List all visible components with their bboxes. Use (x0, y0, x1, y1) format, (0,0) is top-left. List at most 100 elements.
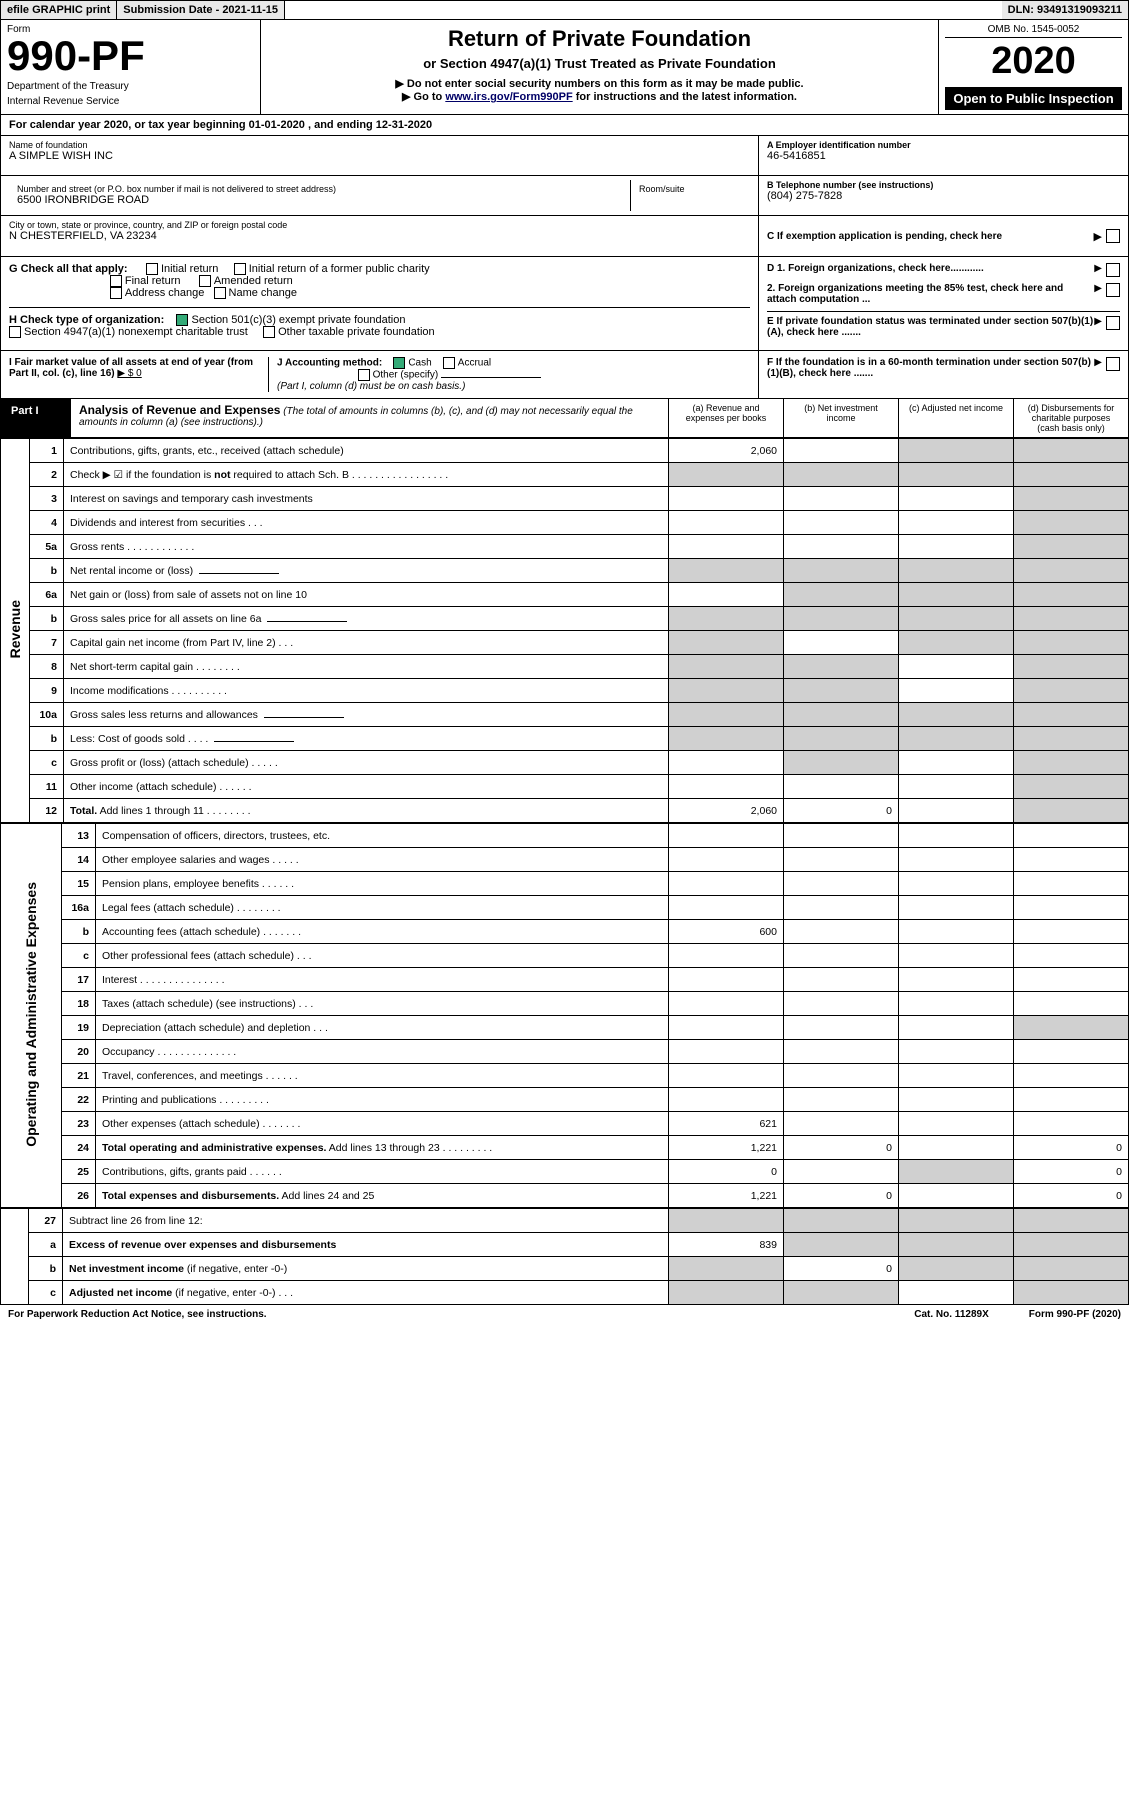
col-a-val (669, 535, 784, 559)
top-bar: efile GRAPHIC print Submission Date - 20… (0, 0, 1129, 20)
efile-label: efile GRAPHIC print (1, 1, 117, 19)
col-b-val (784, 1209, 899, 1233)
col-d-val (1014, 583, 1129, 607)
g-name-change[interactable] (214, 287, 226, 299)
g-address-change[interactable] (110, 287, 122, 299)
line-desc: Pension plans, employee benefits . . . .… (96, 872, 669, 896)
col-b-val: 0 (784, 1257, 899, 1281)
ij-section: I Fair market value of all assets at end… (0, 351, 1129, 399)
line-desc: Total. Add lines 1 through 11 . . . . . … (64, 799, 669, 823)
j-accrual[interactable] (443, 357, 455, 369)
line-desc: Net investment income (if negative, ente… (63, 1257, 669, 1281)
col-a-val (669, 872, 784, 896)
line-num: 8 (30, 655, 64, 679)
footer-left: For Paperwork Reduction Act Notice, see … (8, 1309, 267, 1320)
col-d-val (1014, 1088, 1129, 1112)
col-d-val (1014, 535, 1129, 559)
f-checkbox[interactable] (1106, 357, 1120, 371)
col-a-val (669, 751, 784, 775)
col-c-val (899, 1112, 1014, 1136)
col-a-val (669, 775, 784, 799)
col-c-val (899, 1233, 1014, 1257)
col-b-val (784, 511, 899, 535)
col-b-val (784, 1064, 899, 1088)
line-row: 12 Total. Add lines 1 through 11 . . . .… (1, 799, 1129, 823)
col-b-val (784, 944, 899, 968)
line-desc: Net gain or (loss) from sale of assets n… (64, 583, 669, 607)
col-c-val (899, 535, 1014, 559)
line-row: 5a Gross rents . . . . . . . . . . . . (1, 535, 1129, 559)
irs-link[interactable]: www.irs.gov/Form990PF (445, 91, 572, 103)
line-row: 11 Other income (attach schedule) . . . … (1, 775, 1129, 799)
col-b-val (784, 439, 899, 463)
col-c-val (899, 487, 1014, 511)
line-desc: Check ▶ ☑ if the foundation is not requi… (64, 463, 669, 487)
col-d-val: 0 (1014, 1160, 1129, 1184)
line-row: 3 Interest on savings and temporary cash… (1, 487, 1129, 511)
col-d-header: (d) Disbursements for charitable purpose… (1013, 399, 1128, 437)
col-d-val (1014, 968, 1129, 992)
submission-date: Submission Date - 2021-11-15 (117, 1, 285, 19)
d1-checkbox[interactable] (1106, 263, 1120, 277)
col-d-val (1014, 872, 1129, 896)
g-amended[interactable] (199, 275, 211, 287)
name-label: Name of foundation (9, 140, 750, 150)
col-b-val (784, 1281, 899, 1305)
j-cash[interactable] (393, 357, 405, 369)
line-num: 20 (62, 1040, 96, 1064)
col-b-val (784, 992, 899, 1016)
col-d-val (1014, 1209, 1129, 1233)
line-num: 4 (30, 511, 64, 535)
col-c-val (899, 631, 1014, 655)
col-c-val (899, 799, 1014, 823)
col-a-val (669, 848, 784, 872)
col-b-val: 0 (784, 799, 899, 823)
col-a-val (669, 1040, 784, 1064)
addr-label: Number and street (or P.O. box number if… (17, 184, 622, 194)
col-d-val (1014, 1257, 1129, 1281)
line-num: 11 (30, 775, 64, 799)
col-a-val (669, 1064, 784, 1088)
g-initial-former[interactable] (234, 263, 246, 275)
col-c-val (899, 968, 1014, 992)
line-desc: Compensation of officers, directors, tru… (96, 824, 669, 848)
line-num: 24 (62, 1136, 96, 1160)
g-initial-return[interactable] (146, 263, 158, 275)
col-c-val (899, 1064, 1014, 1088)
line-row: b Accounting fees (attach schedule) . . … (1, 920, 1129, 944)
col-a-val (669, 631, 784, 655)
line-desc: Occupancy . . . . . . . . . . . . . . (96, 1040, 669, 1064)
col-b-val (784, 1112, 899, 1136)
col-c-val (899, 824, 1014, 848)
line-row: 19 Depreciation (attach schedule) and de… (1, 1016, 1129, 1040)
col-a-val: 1,221 (669, 1184, 784, 1208)
tel-label: B Telephone number (see instructions) (767, 180, 1120, 190)
line-desc: Legal fees (attach schedule) . . . . . .… (96, 896, 669, 920)
col-c-val (899, 679, 1014, 703)
line-desc: Travel, conferences, and meetings . . . … (96, 1064, 669, 1088)
g-final-return[interactable] (110, 275, 122, 287)
col-d-val (1014, 751, 1129, 775)
h-501c3[interactable] (176, 314, 188, 326)
line-desc: Accounting fees (attach schedule) . . . … (96, 920, 669, 944)
room-label: Room/suite (639, 184, 742, 194)
col-d-val (1014, 487, 1129, 511)
col-a-header: (a) Revenue and expenses per books (668, 399, 783, 437)
line-num: a (29, 1233, 63, 1257)
col-b-val (784, 920, 899, 944)
col-b-val (784, 463, 899, 487)
col-d-val (1014, 920, 1129, 944)
h-4947[interactable] (9, 326, 21, 338)
col-b-val: 0 (784, 1136, 899, 1160)
line-num: b (30, 559, 64, 583)
dept-irs: Internal Revenue Service (7, 96, 254, 107)
c-checkbox[interactable] (1106, 229, 1120, 243)
d2-checkbox[interactable] (1106, 283, 1120, 297)
h-other-taxable[interactable] (263, 326, 275, 338)
col-a-val (669, 1088, 784, 1112)
e-checkbox[interactable] (1106, 316, 1120, 330)
j-other[interactable] (358, 369, 370, 381)
col-b-val (784, 872, 899, 896)
line-desc: Total expenses and disbursements. Add li… (96, 1184, 669, 1208)
col-b-val (784, 631, 899, 655)
